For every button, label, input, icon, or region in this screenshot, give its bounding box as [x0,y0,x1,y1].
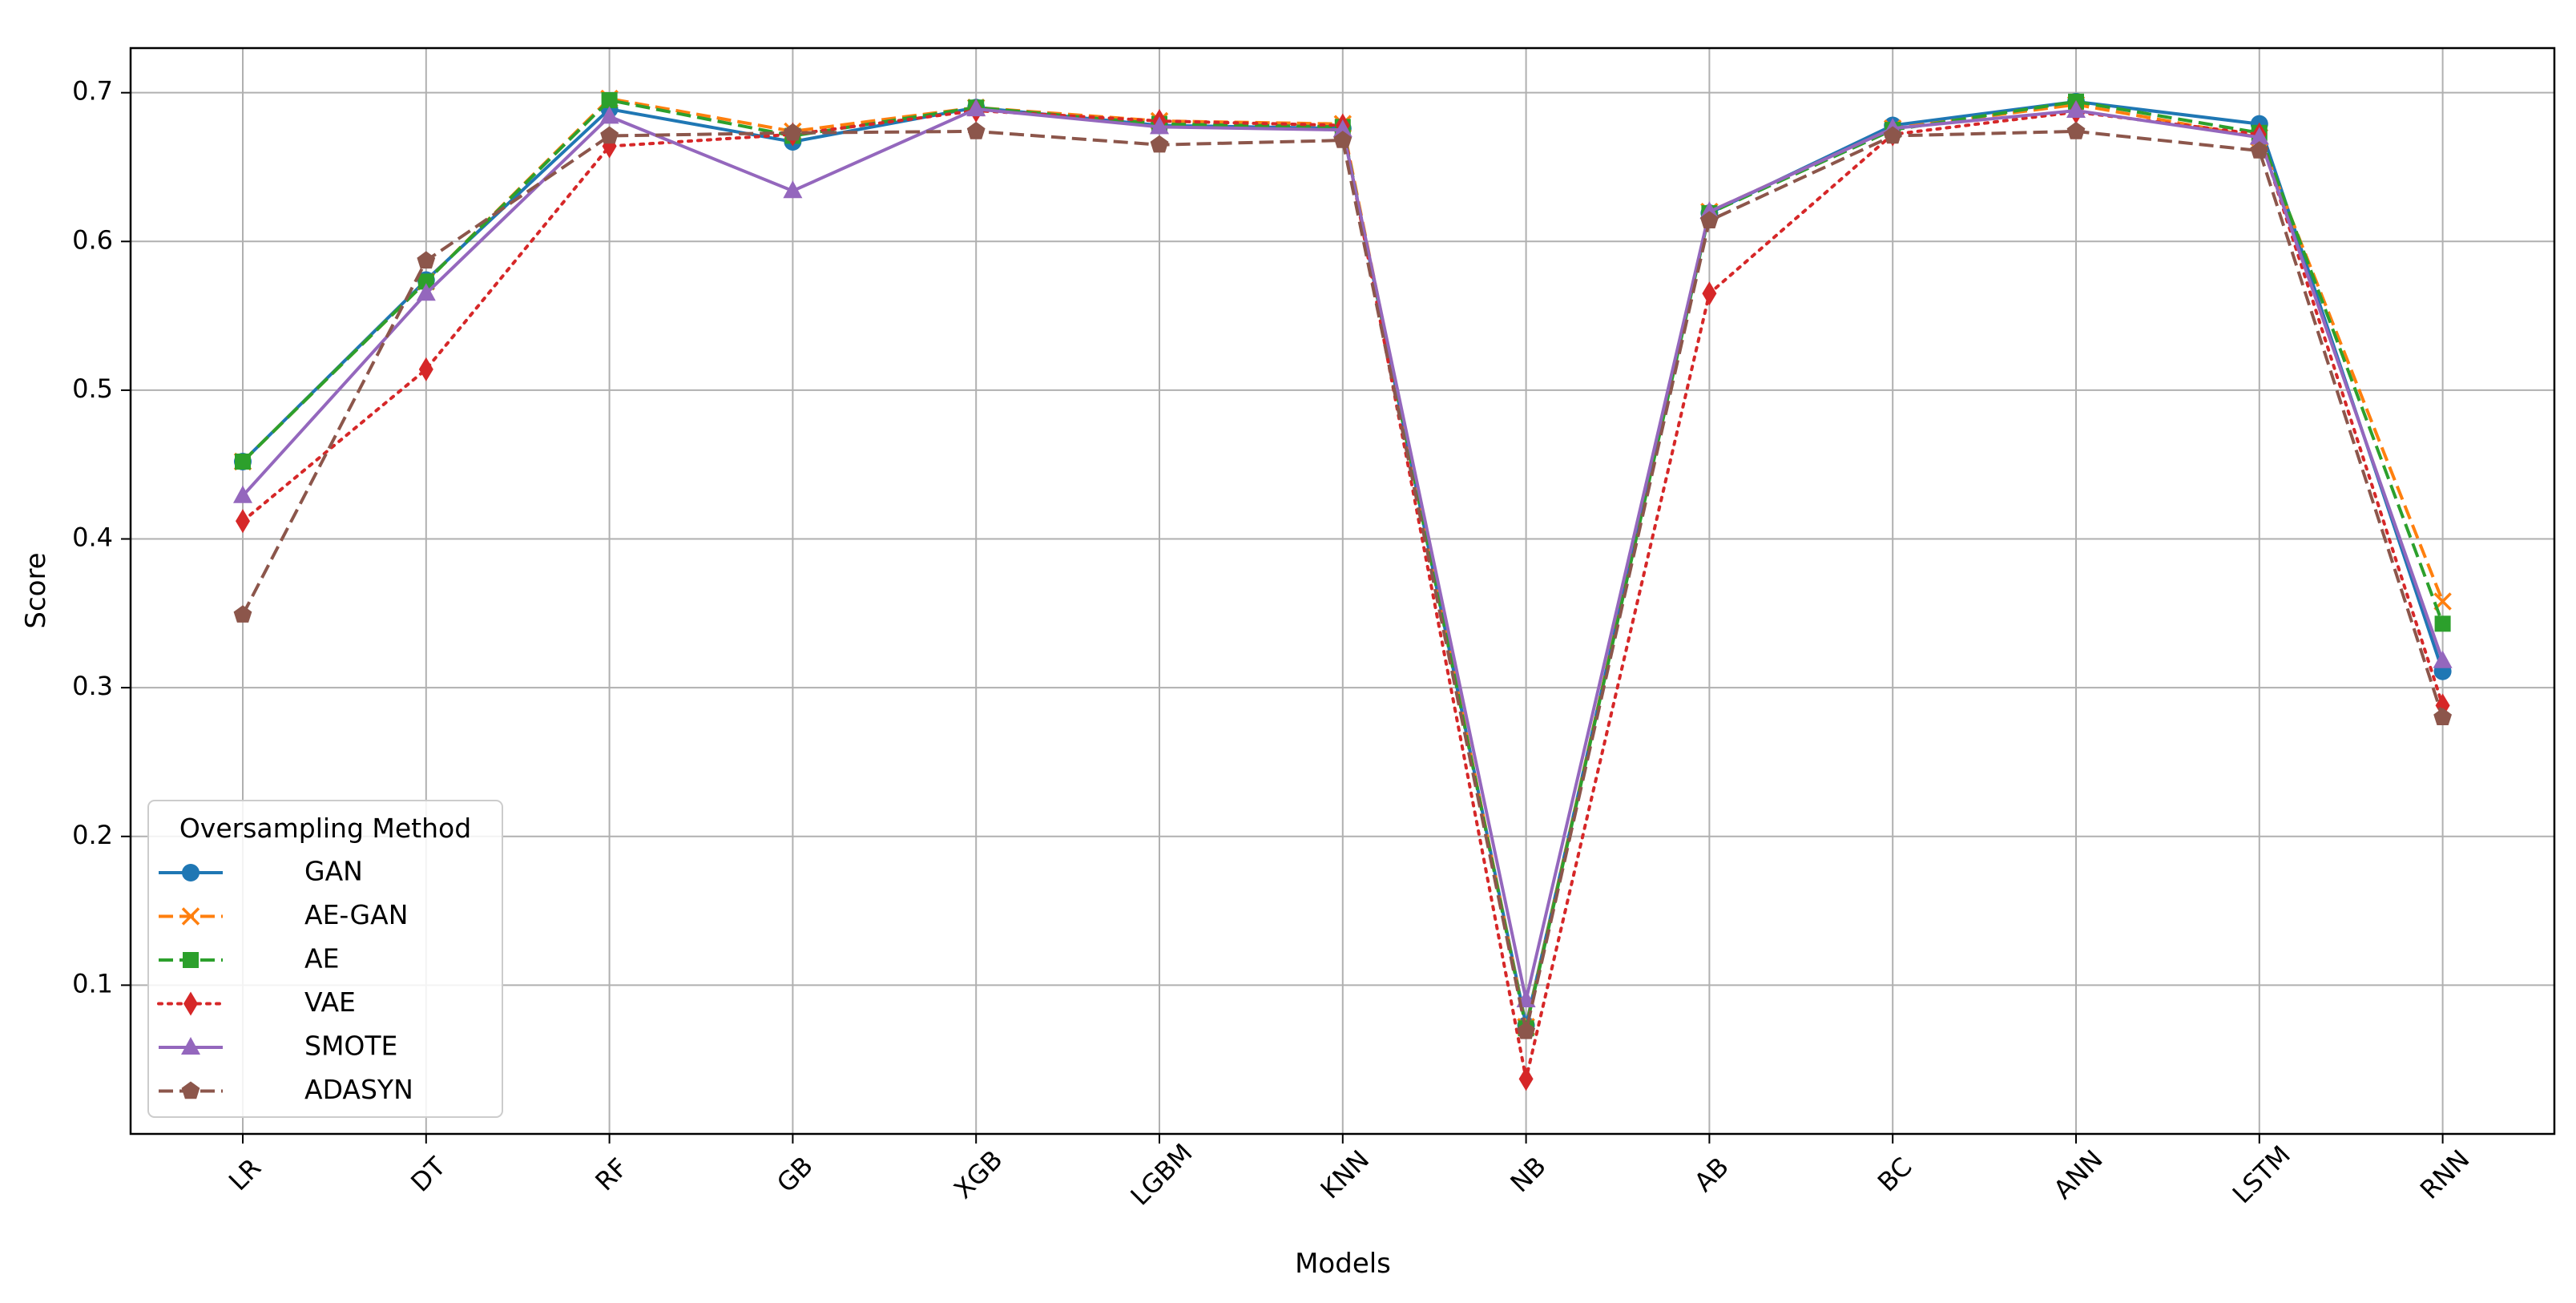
data-point [1332,119,1353,138]
y-axis-label: Score [20,552,52,628]
legend-marker [182,864,200,881]
legend-label: VAE [304,986,356,1018]
legend-marker [181,1037,200,1055]
legend-label: GAN [304,856,363,887]
legend-marker [183,991,198,1016]
legend-label: AE [304,943,339,974]
legend-item: SMOTE [159,1031,397,1062]
legend-item: GAN [159,856,363,887]
data-point [601,91,618,108]
data-point [418,357,433,381]
series-smote [233,99,2453,1007]
data-point [235,454,251,470]
legend-item: AE-GAN [159,899,408,930]
legend-title: Oversampling Method [179,813,471,844]
legend-box [147,800,503,1118]
data-point [2433,650,2453,668]
data-point [966,121,986,139]
data-point [2066,99,2086,118]
data-point [417,273,434,290]
data-point [1883,126,1902,144]
series-layer [233,89,2453,1091]
series-adasyn [233,121,2452,1039]
y-tick-label: 0.6 [72,224,113,255]
data-point [966,99,986,117]
data-point [233,485,252,503]
legend-marker [181,1081,200,1099]
legend-label: AE-GAN [304,899,408,930]
legend: Oversampling Method GAN AE-GAN AE VAE SMOTE A… [147,800,503,1118]
data-point [2433,708,2452,725]
data-point [2250,141,2269,159]
y-tick-label: 0.1 [72,968,113,998]
data-point [783,180,803,199]
data-point [2249,127,2269,145]
legend-label: ADASYN [304,1074,413,1105]
data-point [600,126,619,144]
legend-item: VAE [157,986,356,1018]
data-point [233,605,252,623]
data-point [416,283,436,301]
data-point [236,509,250,534]
x-axis-label: Models [1295,1248,1391,1280]
data-point [1150,116,1169,135]
y-tick-label: 0.2 [72,820,113,850]
legend-item: ADASYN [159,1074,413,1105]
grid-layer [131,48,2554,1134]
data-point [599,106,619,124]
y-tick-label: 0.3 [72,671,113,701]
legend-items: GAN AE-GAN AE VAE SMOTE ADASYN [157,856,413,1105]
data-point [2434,615,2451,632]
legend-marker [181,907,200,926]
data-point [2066,121,2086,139]
data-point [1150,135,1169,153]
data-point [417,251,436,269]
data-point [1517,1021,1535,1039]
y-tick-label: 0.7 [72,76,113,107]
legend-label: SMOTE [304,1031,397,1062]
legend-marker [183,952,199,968]
y-tick-label: 0.4 [72,522,113,553]
y-tick-label: 0.5 [72,373,113,404]
data-point [1702,281,1717,306]
data-point [1700,211,1719,228]
data-point [1518,1067,1534,1091]
data-point [784,123,802,141]
data-point [1333,131,1353,148]
legend-item: AE [159,943,339,974]
